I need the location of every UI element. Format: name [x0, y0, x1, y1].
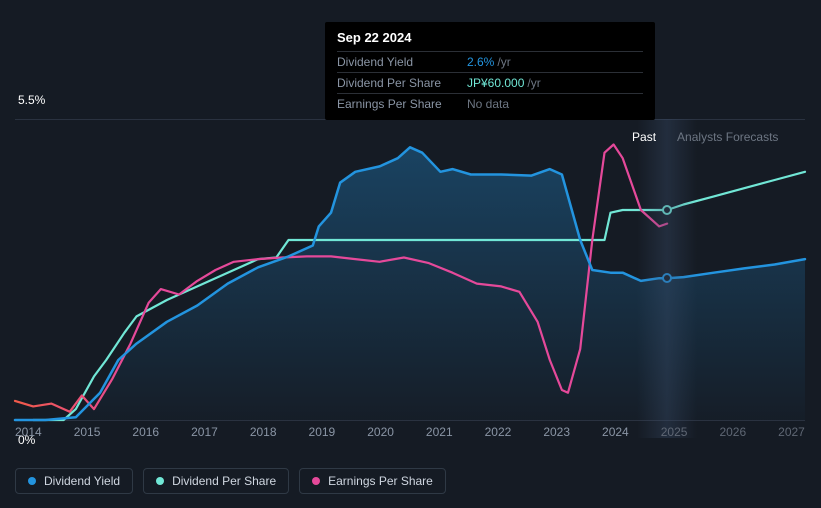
tooltip-row-value: JP¥60.000 — [467, 76, 524, 90]
legend-item-label: Dividend Per Share — [172, 474, 276, 488]
chart-svg — [15, 120, 805, 420]
legend-item-label: Dividend Yield — [44, 474, 120, 488]
x-tick-2014: 2014 — [15, 425, 42, 445]
section-label-past: Past — [632, 130, 656, 144]
x-tick-2021: 2021 — [426, 425, 453, 445]
area-dividend-yield — [15, 147, 805, 420]
tooltip-row-unit: /yr — [497, 55, 510, 69]
legend-item[interactable]: Dividend Per Share — [143, 468, 289, 494]
section-label-forecast: Analysts Forecasts — [677, 130, 778, 144]
legend-dot-icon — [156, 477, 164, 485]
y-axis-max-label: 5.5% — [18, 93, 45, 107]
tooltip-row-label: Earnings Per Share — [337, 97, 467, 111]
legend-item[interactable]: Dividend Yield — [15, 468, 133, 494]
legend-item[interactable]: Earnings Per Share — [299, 468, 446, 494]
tooltip-title: Sep 22 2024 — [337, 30, 643, 51]
tooltip-row-value: No data — [467, 97, 509, 111]
legend-dot-icon — [312, 477, 320, 485]
chart-tooltip: Sep 22 2024 Dividend Yield2.6%/yrDividen… — [325, 22, 655, 120]
present-marker-dividend-yield — [662, 273, 672, 283]
tooltip-row-label: Dividend Yield — [337, 55, 467, 69]
x-tick-2025: 2025 — [661, 425, 688, 445]
x-tick-2015: 2015 — [74, 425, 101, 445]
x-tick-2022: 2022 — [485, 425, 512, 445]
tooltip-row: Earnings Per ShareNo data — [337, 93, 643, 114]
x-tick-2020: 2020 — [367, 425, 394, 445]
tooltip-row: Dividend Per ShareJP¥60.000/yr — [337, 72, 643, 93]
tooltip-row: Dividend Yield2.6%/yr — [337, 51, 643, 72]
x-tick-2018: 2018 — [250, 425, 277, 445]
x-tick-2024: 2024 — [602, 425, 629, 445]
x-tick-2019: 2019 — [309, 425, 336, 445]
x-tick-2026: 2026 — [719, 425, 746, 445]
tooltip-row-value: 2.6% — [467, 55, 494, 69]
chart-legend: Dividend Yield Dividend Per Share Earnings… — [15, 468, 446, 494]
legend-dot-icon — [28, 477, 36, 485]
x-tick-2016: 2016 — [132, 425, 159, 445]
tooltip-row-label: Dividend Per Share — [337, 76, 467, 90]
x-tick-2027: 2027 — [778, 425, 805, 445]
x-tick-2017: 2017 — [191, 425, 218, 445]
legend-item-label: Earnings Per Share — [328, 474, 433, 488]
tooltip-row-unit: /yr — [527, 76, 540, 90]
plot-area[interactable] — [15, 120, 805, 420]
present-marker-dividend-per-share — [662, 205, 672, 215]
x-tick-2023: 2023 — [543, 425, 570, 445]
chart-container: 5.5% 0% — [15, 100, 805, 440]
x-axis: 2014 2015 2016 2017 2018 2019 2020 2021 2022 2023… — [15, 425, 805, 445]
